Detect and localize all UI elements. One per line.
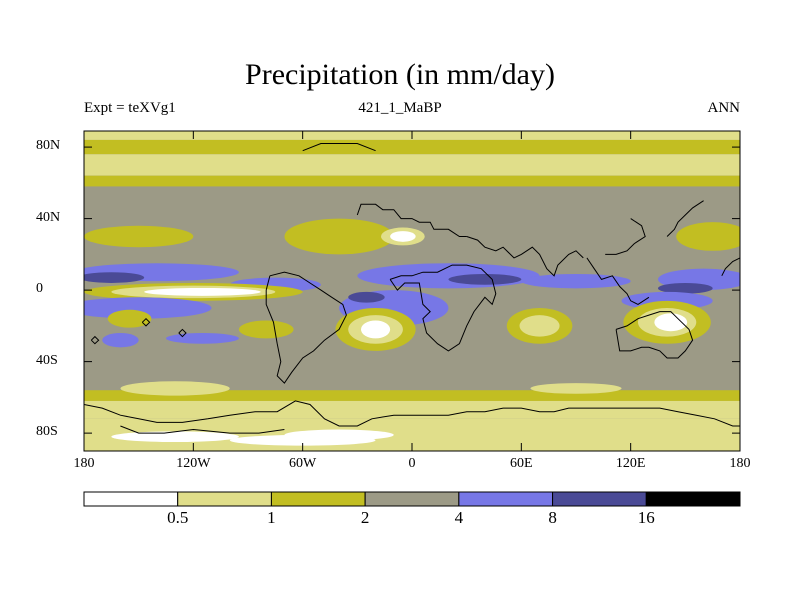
colorbar-swatch (177, 491, 272, 507)
precip-band (84, 154, 740, 176)
lat-tick-label: 40S (36, 352, 58, 368)
precip-region (360, 320, 391, 339)
precip-region (654, 313, 688, 332)
coastline-segment (141, 317, 151, 327)
colorbar-label: 1 (267, 508, 276, 527)
coastline-segment (466, 236, 584, 277)
season-label: ANN (707, 100, 741, 116)
precip-band (84, 400, 740, 419)
figure-title: Precipitation (in mm/day) (245, 58, 555, 91)
colorbar-label: 2 (360, 508, 370, 527)
precip-region (84, 225, 194, 248)
coastline-segment (120, 425, 285, 434)
coastline-segment (302, 143, 376, 152)
coastlines (84, 143, 740, 434)
coastline-segment (265, 271, 347, 384)
precip-region (519, 315, 560, 337)
colorbar-label: 0.5 (167, 508, 189, 527)
precip-region (530, 383, 622, 394)
lon-tick-label: 180 (73, 456, 95, 471)
lon-tick-label: 60W (289, 456, 317, 471)
precip-region (676, 222, 740, 251)
colorbar-label: 8 (548, 508, 557, 527)
period-label: 421_1_MaBP (358, 100, 442, 116)
precip-region (102, 333, 139, 348)
precip-region (390, 231, 416, 242)
experiment-label: Expt = teXVg1 (84, 100, 176, 116)
precip-region (448, 274, 522, 285)
coastline-segment (356, 203, 467, 237)
precip-region (521, 274, 631, 289)
colorbar-swatch (83, 491, 179, 507)
lat-tick-label: 80S (36, 424, 58, 440)
lon-tick-label: 120W (176, 456, 211, 471)
precip-region (348, 291, 385, 303)
precip-region (229, 434, 376, 446)
colorbar-label: 16 (637, 508, 655, 527)
precip-region (166, 333, 239, 344)
coastline-segment (90, 335, 100, 345)
coastline-segment (666, 200, 704, 237)
lon-tick-label: 60E (510, 456, 533, 471)
coastline-segment (615, 311, 694, 359)
precip-band (84, 175, 740, 187)
lon-tick-label: 180 (729, 456, 751, 471)
colorbar-swatch (552, 491, 647, 507)
precip-region (120, 381, 230, 396)
coastline-segment (84, 400, 740, 427)
precip-band (84, 390, 740, 401)
coastline-segment (389, 264, 497, 352)
precip-region (84, 272, 145, 283)
colorbar-swatch (645, 491, 741, 507)
lon-tick-label: 0 (408, 456, 416, 471)
coastline-segment (178, 328, 187, 338)
lat-tick-label: 80N (36, 138, 61, 154)
colorbar-swatch (270, 491, 366, 507)
precip-region (238, 320, 294, 339)
precip-region (111, 431, 239, 443)
colorbar-label: 4 (454, 508, 464, 527)
lat-tick-label: 40N (36, 209, 61, 225)
coastline-segment (605, 218, 646, 255)
precip-region (284, 218, 394, 255)
precip-region (658, 282, 713, 294)
precip-region (144, 287, 261, 296)
colorbar-swatch (458, 491, 554, 507)
precip-band (84, 139, 740, 155)
precip-region (107, 309, 152, 328)
coastline-segment (721, 257, 740, 277)
lat-tick-label: 0 (36, 281, 43, 297)
lon-tick-label: 120E (615, 456, 646, 471)
coastline-segment (586, 257, 650, 305)
colorbar-swatch (364, 491, 460, 507)
axis-ticks (83, 131, 741, 451)
